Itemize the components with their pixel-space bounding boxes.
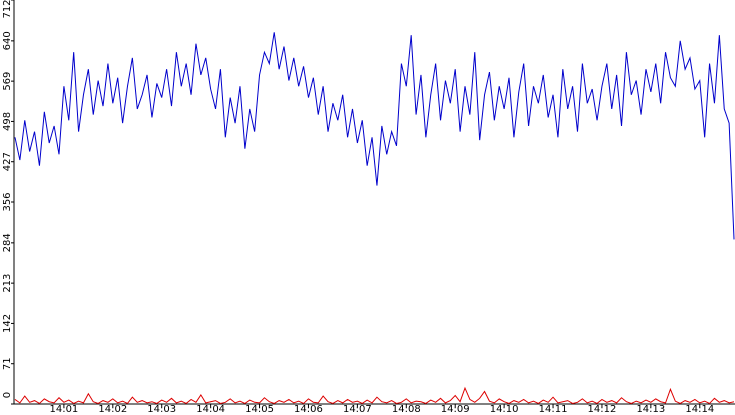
y-tick-label: 356 — [2, 192, 13, 211]
x-tick-label: 14:06 — [294, 404, 323, 415]
x-tick-label: 14:05 — [245, 404, 274, 415]
x-tick-label: 14:13 — [636, 404, 665, 415]
x-tick-label: 14:04 — [196, 404, 225, 415]
series-line — [14, 386, 735, 405]
x-tick-label: 14:12 — [588, 404, 617, 415]
y-tick-label: 213 — [2, 274, 13, 293]
x-tick-label: 14:07 — [343, 404, 372, 415]
y-tick-label: 498 — [2, 112, 13, 131]
y-tick-label: 427 — [2, 152, 13, 171]
x-tick-label: 14:10 — [490, 404, 519, 415]
x-tick-label: 14:01 — [49, 404, 78, 415]
x-tick-label: 14:11 — [539, 404, 568, 415]
x-tick-label: 14:09 — [441, 404, 470, 415]
y-tick-label: 0 — [2, 392, 13, 398]
x-tick-label: 14:03 — [147, 404, 176, 415]
y-tick-label: 284 — [2, 233, 13, 252]
x-tick-label: 14:02 — [98, 404, 127, 415]
y-tick-label: 712 — [2, 0, 13, 19]
y-tick-label: 142 — [2, 314, 13, 333]
y-tick-label: 640 — [2, 31, 13, 50]
x-tick-label: 14:08 — [392, 404, 421, 415]
series-line — [14, 32, 735, 240]
y-tick-label: 569 — [2, 72, 13, 91]
y-tick-label: 71 — [2, 357, 13, 370]
x-tick-label: 14:14 — [685, 404, 714, 415]
